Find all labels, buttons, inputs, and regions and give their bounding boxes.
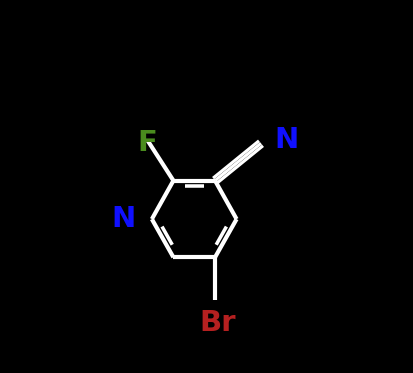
Text: N: N <box>111 205 135 233</box>
Text: F: F <box>137 129 157 157</box>
Text: N: N <box>273 126 297 154</box>
Text: Br: Br <box>199 309 235 337</box>
